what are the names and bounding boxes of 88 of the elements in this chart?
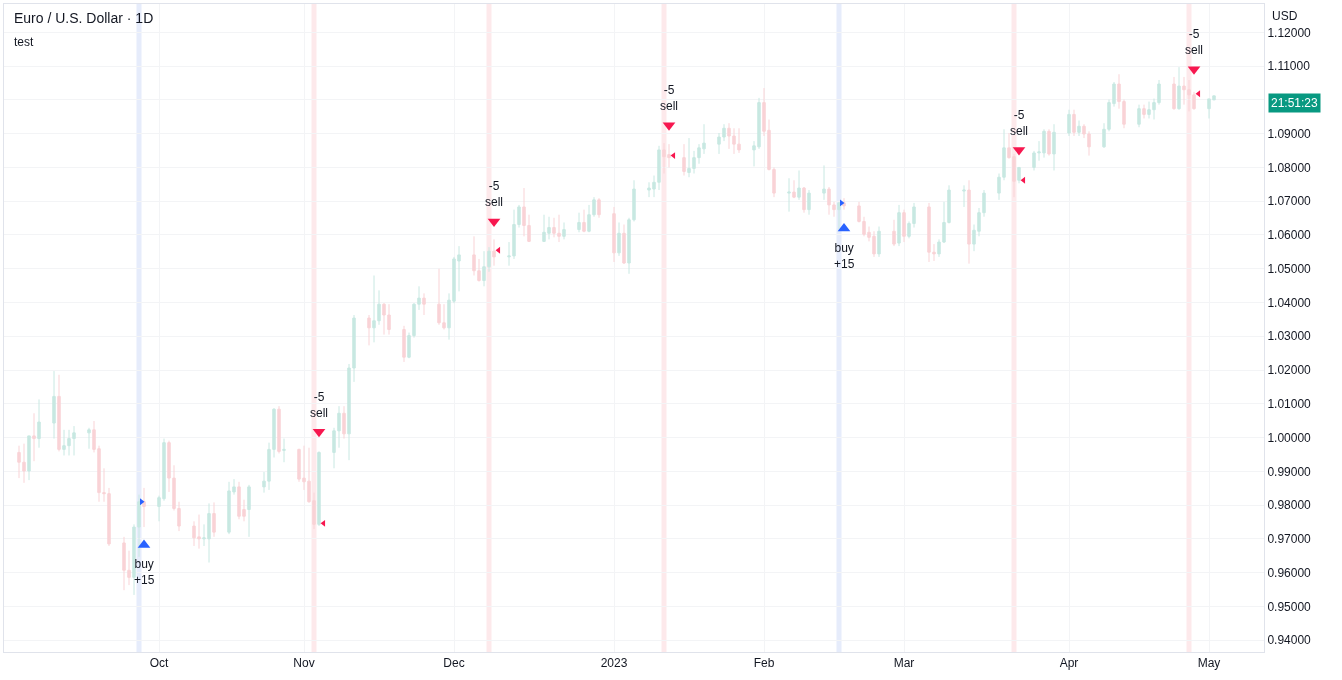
- candlestick: [317, 450, 321, 527]
- y-tick-label: 1.07000: [1267, 194, 1312, 209]
- text: Euro / U.S. Dollar · 1D: [14, 10, 154, 26]
- candlestick: [1067, 109, 1071, 137]
- candlestick: [612, 206, 616, 263]
- y-tick-label: 1.01000: [1267, 397, 1312, 412]
- x-tick-label: May: [1197, 656, 1221, 671]
- point: [670, 152, 676, 160]
- candlestick: [277, 405, 281, 454]
- y-tick-label: 1.05000: [1267, 261, 1312, 276]
- y-tick-label: 0.97000: [1267, 532, 1312, 547]
- y-tick-label: 1.00000: [1267, 430, 1312, 445]
- candlestick: [1017, 166, 1021, 184]
- y-tick-label: 0.99000: [1267, 464, 1312, 479]
- candlestick: [622, 224, 626, 265]
- x-tick-label: Dec: [443, 656, 465, 671]
- candlestick: [897, 204, 901, 247]
- candlestick: [877, 226, 881, 258]
- candlestick: [87, 427, 91, 450]
- y-tick-label: 1.11000: [1267, 59, 1311, 74]
- candlestick: [597, 197, 601, 219]
- annotation: -5 sell: [1010, 108, 1029, 138]
- x-tick-label: 2023: [600, 656, 628, 671]
- candlestick: [802, 186, 806, 214]
- candlestick: [1077, 120, 1081, 137]
- candlestick: [27, 435, 31, 481]
- candlestick: [342, 405, 346, 440]
- y-tick-label: 0.96000: [1267, 565, 1312, 580]
- point: [495, 246, 501, 254]
- candlestick: [1137, 104, 1141, 128]
- candlestick: [52, 370, 56, 440]
- candlestick: [962, 184, 966, 208]
- x-tick-label: Oct: [149, 656, 169, 671]
- annotation: -5 sell: [660, 83, 679, 113]
- candlestick: [402, 325, 406, 363]
- x-tick-label: Nov: [293, 656, 315, 671]
- candlestick: [682, 143, 686, 177]
- x-tick-label: Feb: [753, 656, 775, 671]
- y-tick-label: 0.94000: [1267, 633, 1312, 648]
- annotation: buy +15: [834, 241, 855, 271]
- candlestick: [1072, 109, 1076, 137]
- candlestick: [282, 438, 286, 463]
- candlestick: [1142, 104, 1146, 119]
- candlestick: [57, 374, 61, 452]
- text: 21:51:23: [1271, 96, 1319, 110]
- x-tick-label: Mar: [893, 656, 915, 671]
- point: [1195, 90, 1201, 98]
- candlestick: [212, 501, 216, 538]
- candlestick: [32, 412, 36, 462]
- candlestick: [822, 164, 826, 201]
- candlestick: [1172, 76, 1176, 111]
- point: [320, 519, 326, 527]
- x-tick-label: Apr: [1059, 656, 1079, 671]
- y-tick-label: 1.03000: [1267, 329, 1312, 344]
- y-tick-label: 1.12000: [1267, 25, 1312, 40]
- candlestick: [582, 209, 586, 233]
- candlestick: [247, 484, 251, 538]
- y-tick-label: 0.98000: [1267, 498, 1312, 513]
- candlestick: [797, 169, 801, 201]
- candlestick: [37, 398, 41, 449]
- candlestick: [617, 221, 621, 257]
- text: test: [14, 35, 35, 49]
- candlestick: [807, 189, 811, 216]
- candlestick: [1047, 128, 1051, 157]
- y-tick-label: 1.06000: [1267, 228, 1312, 243]
- y-tick-label: 1.04000: [1267, 295, 1312, 310]
- y-tick-label: 1.09000: [1267, 126, 1312, 141]
- candlestick: [492, 238, 496, 267]
- annotation: -5 sell: [310, 390, 329, 420]
- candlestick: [367, 314, 371, 346]
- annotation: -5 sell: [485, 179, 504, 209]
- annotation: -5 sell: [1185, 27, 1204, 57]
- y-axis-title: USD: [1272, 9, 1298, 23]
- point: [1020, 176, 1026, 184]
- candlestick: [792, 179, 796, 199]
- candlestick: [1177, 66, 1181, 111]
- candlestick: [1052, 123, 1056, 171]
- annotation: buy +15: [134, 557, 155, 587]
- y-tick-label: 1.08000: [1267, 160, 1312, 175]
- candlestick: [837, 201, 841, 232]
- candlestick: [892, 219, 896, 247]
- y-tick-label: 0.95000: [1267, 599, 1312, 614]
- candlestick: [967, 179, 971, 265]
- y-tick-label: 1.02000: [1267, 363, 1312, 378]
- candlestick: [562, 221, 566, 240]
- candlestick: [902, 209, 906, 243]
- candlestick: [422, 292, 426, 316]
- candlestick: [577, 212, 581, 233]
